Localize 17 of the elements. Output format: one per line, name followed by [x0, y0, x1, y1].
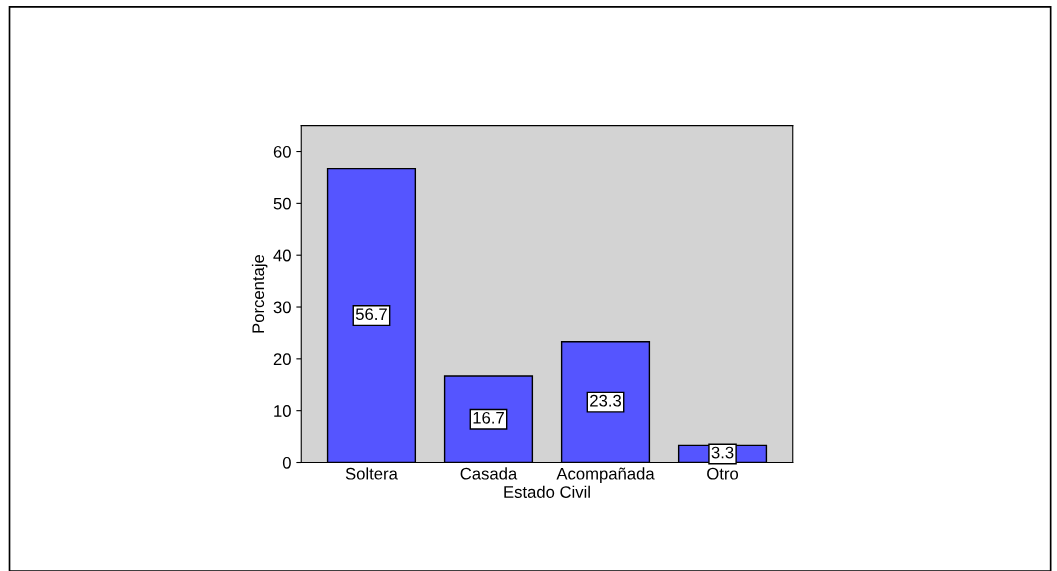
- y-tick-label: 60: [273, 145, 291, 158]
- x-tick-label: Otro: [707, 467, 739, 480]
- data-label: 3.3: [711, 446, 734, 459]
- data-label: 23.3: [590, 394, 621, 407]
- y-tick-label: 50: [273, 197, 291, 210]
- data-label: 16.7: [473, 411, 504, 424]
- x-axis-title: Estado Civil: [504, 485, 590, 498]
- data-label: 56.7: [355, 308, 387, 321]
- y-tick-label: 30: [273, 301, 291, 314]
- x-tick-label: Acompañada: [556, 467, 655, 483]
- x-tick-label: Casada: [460, 467, 518, 480]
- x-tick-label: Soltera: [345, 467, 398, 480]
- y-tick-label: 20: [273, 353, 291, 366]
- y-tick-label: 10: [274, 405, 291, 417]
- y-tick-label: 40: [273, 249, 291, 262]
- y-axis-title: Porcentaje: [251, 254, 268, 333]
- y-tick-label: 0: [282, 456, 291, 469]
